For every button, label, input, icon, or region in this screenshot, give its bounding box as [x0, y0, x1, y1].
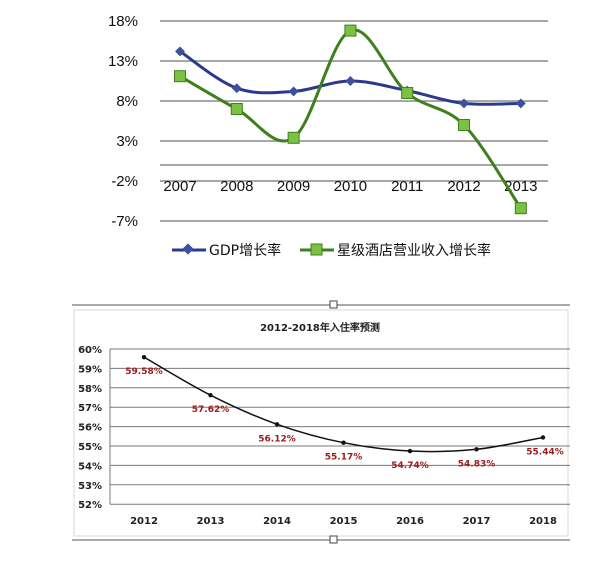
occupancy-chart: 60% 59% 58% 57% 56% 55% 54% 53% 52% 2012 2013 2014 2… — [78, 345, 570, 527]
x-tick-label: 2010 — [334, 178, 367, 195]
x-tick-label: 2015 — [330, 516, 358, 527]
x-tick-label: 2013 — [197, 516, 225, 527]
data-label: 57.62% — [192, 405, 230, 415]
data-point — [515, 98, 526, 109]
data-point — [230, 103, 243, 115]
y-tick-label: -2% — [111, 173, 138, 190]
y-tick-label: 58% — [78, 384, 102, 395]
data-point — [231, 83, 242, 94]
data-point — [288, 86, 299, 97]
resize-handle-bottom — [329, 535, 338, 544]
data-point — [344, 24, 357, 37]
x-tick-label: 2013 — [504, 178, 537, 195]
data-point — [474, 447, 479, 452]
legend-gdp-marker — [182, 243, 194, 255]
data-point — [459, 98, 469, 109]
resize-handle-top — [329, 300, 338, 309]
data-label: 54.83% — [458, 459, 496, 469]
data-point — [341, 440, 346, 445]
x-tick-label: 2011 — [391, 178, 423, 195]
legend-gdp-label: GDP增长率 — [209, 242, 281, 259]
y-tick-label: 55% — [78, 442, 102, 453]
data-label: 59.58% — [125, 367, 163, 377]
data-point — [458, 119, 470, 131]
y-tick-label: 3% — [116, 133, 138, 150]
y-tick-label: 59% — [78, 364, 102, 375]
data-point — [174, 70, 186, 83]
data-point — [407, 448, 413, 454]
x-tick-label: 2016 — [396, 516, 424, 527]
x-tick-label: 2008 — [220, 178, 253, 195]
y-tick-label: 13% — [108, 53, 138, 70]
data-point — [141, 354, 147, 360]
y-tick-label: 53% — [78, 481, 102, 492]
data-point — [208, 392, 213, 398]
data-point — [514, 202, 527, 215]
data-label: 54.74% — [391, 461, 429, 471]
x-tick-label: 2012 — [447, 178, 480, 195]
x-tick-label: 2018 — [529, 516, 557, 527]
data-point — [274, 422, 280, 427]
legend-hotel-marker — [310, 243, 323, 256]
data-point — [540, 435, 546, 440]
x-tick-label: 2009 — [277, 178, 310, 195]
x-tick-label: 2007 — [163, 178, 196, 195]
data-label: 55.17% — [325, 453, 363, 463]
data-label: 56.12% — [258, 434, 296, 444]
data-point — [175, 46, 185, 57]
x-tick-label: 2012 — [130, 516, 158, 527]
legend: GDP增长率 星级酒店营业收入增长率 — [172, 242, 491, 259]
data-label: 55.44% — [526, 447, 564, 457]
data-point — [345, 76, 356, 86]
x-tick-label: 2014 — [263, 516, 291, 527]
data-point — [401, 87, 414, 99]
occupancy-chart-title: 2012-2018年入住率预测 — [260, 321, 380, 334]
y-tick-label: 56% — [78, 423, 102, 434]
y-tick-label: 57% — [78, 403, 102, 414]
x-tick-label: 2017 — [463, 516, 491, 527]
gdp-hotel-growth-chart: 18% 13% 8% 3% -2% -7% 2007 2008 2009 2010 2011 2012… — [108, 13, 548, 230]
occupancy-chart-frame — [72, 300, 570, 544]
y-tick-label: 52% — [78, 500, 102, 511]
y-tick-label: 18% — [108, 13, 138, 30]
legend-hotel-label: 星级酒店营业收入增长率 — [337, 242, 491, 259]
y-tick-label: 60% — [78, 345, 102, 356]
y-tick-label: -7% — [111, 213, 138, 230]
data-point — [287, 131, 300, 144]
y-tick-label: 54% — [78, 461, 102, 472]
y-tick-label: 8% — [116, 93, 138, 110]
